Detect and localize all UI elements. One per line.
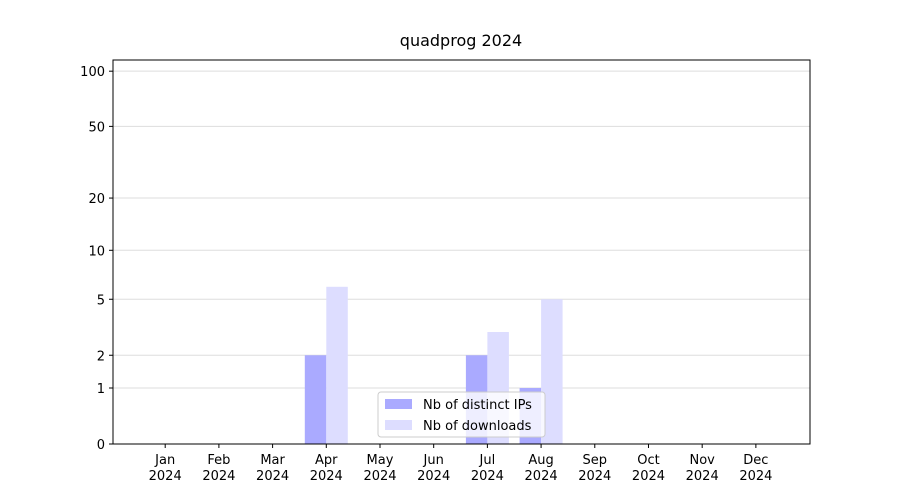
legend-label: Nb of downloads <box>423 419 532 434</box>
bar <box>326 286 348 444</box>
legend: Nb of distinct IPs Nb of downloads <box>377 391 546 438</box>
chart-title: quadprog 2024 <box>400 31 522 50</box>
legend-swatch <box>385 420 412 430</box>
x-tick-label: Jul 2024 <box>470 453 504 484</box>
x-tick-label: Apr 2024 <box>309 453 343 484</box>
y-tick-label: 2 <box>97 349 105 364</box>
x-tick-label: Oct 2024 <box>631 453 666 484</box>
plot-frame <box>112 59 811 445</box>
y-tick-label: 20 <box>88 192 105 207</box>
x-tick-label: May 2024 <box>363 453 397 484</box>
x-tick-label: Aug 2024 <box>524 453 558 484</box>
legend-box <box>377 391 546 438</box>
x-tick-label: Mar 2024 <box>256 453 290 484</box>
y-tick-label: 100 <box>80 65 105 80</box>
bar <box>304 355 327 444</box>
bar <box>541 299 563 444</box>
legend-swatch <box>385 399 412 409</box>
x-tick-label: Dec 2024 <box>739 453 773 484</box>
x-tick-label: Nov 2024 <box>685 453 719 484</box>
legend-label: Nb of distinct IPs <box>423 398 532 413</box>
x-tick-label: Feb 2024 <box>202 453 236 484</box>
x-tick-label: Jun 2024 <box>417 453 451 484</box>
y-tick-label: 50 <box>88 120 105 135</box>
x-tick-label: Jan 2024 <box>148 453 182 484</box>
x-tick-label: Sep 2024 <box>578 453 612 484</box>
y-tick-label: 5 <box>97 293 105 308</box>
y-tick-label: 0 <box>97 438 105 453</box>
y-tick-label: 1 <box>97 382 105 397</box>
y-tick-label: 10 <box>88 244 105 259</box>
